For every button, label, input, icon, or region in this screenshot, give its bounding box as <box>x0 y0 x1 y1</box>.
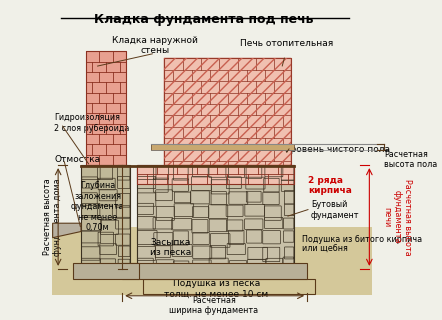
Text: Отмостка: Отмостка <box>54 155 101 164</box>
Text: Бутовый
фундамент: Бутовый фундамент <box>311 200 359 220</box>
Bar <box>164 58 291 165</box>
Bar <box>143 279 315 294</box>
Text: Гидроизоляция
2 слоя рубероида: Гидроизоляция 2 слоя рубероида <box>54 113 130 133</box>
Text: Кладка фундамента под печь: Кладка фундамента под печь <box>94 13 313 26</box>
Text: 2 ряда
кирпича: 2 ряда кирпича <box>308 176 352 195</box>
Text: Расчетная высота
фундамента дома: Расчетная высота фундамента дома <box>43 178 62 256</box>
Polygon shape <box>53 223 81 238</box>
Bar <box>151 144 294 150</box>
Bar <box>52 227 372 295</box>
Bar <box>137 165 294 184</box>
Text: Расчетная
высота пола: Расчетная высота пола <box>384 150 437 169</box>
Bar <box>137 165 294 184</box>
Bar <box>81 165 130 269</box>
Bar <box>86 51 126 165</box>
Text: Подушка из песка
толщ. не менее 10 см: Подушка из песка толщ. не менее 10 см <box>164 279 269 299</box>
Text: Расчетная
ширина фундамента: Расчетная ширина фундамента <box>169 296 258 315</box>
Bar <box>73 263 139 279</box>
Text: Уровень чистого пола: Уровень чистого пола <box>285 145 390 154</box>
Text: Засыпка
из песка: Засыпка из песка <box>150 238 191 257</box>
Text: Печь отопительная: Печь отопительная <box>240 39 334 48</box>
Bar <box>164 58 291 165</box>
Text: Расчетная высота
фундамента
печи: Расчетная высота фундамента печи <box>382 179 412 255</box>
Text: Подушка из битого кирпича
или щебня: Подушка из битого кирпича или щебня <box>301 235 422 254</box>
Bar <box>164 58 291 165</box>
Bar <box>86 51 126 165</box>
Bar <box>122 263 307 279</box>
Text: Глубина
заложения
фундамента
не менее
0,70м: Глубина заложения фундамента не менее 0,… <box>71 181 124 232</box>
Text: Кладка наружной
стены: Кладка наружной стены <box>112 36 198 55</box>
Bar <box>137 165 294 269</box>
